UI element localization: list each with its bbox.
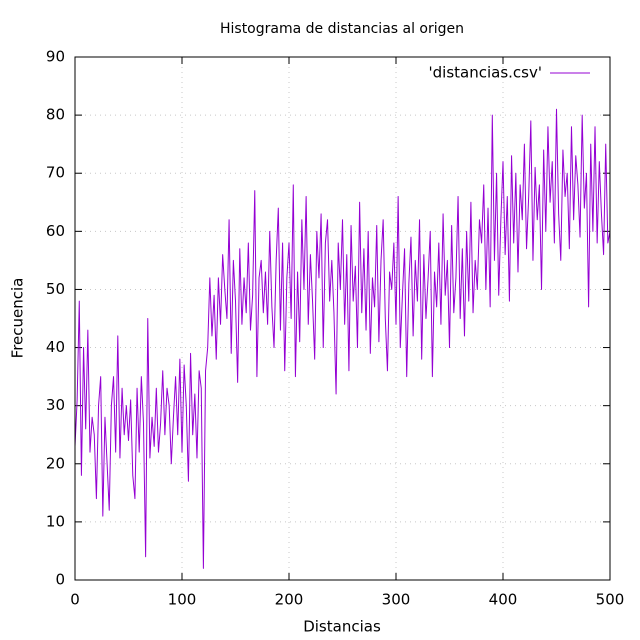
plot-frame <box>74 56 611 581</box>
y-tick-label: 70 <box>46 164 65 182</box>
x-tick-label: 500 <box>596 591 625 609</box>
y-tick-label: 20 <box>46 454 65 472</box>
x-axis-label: Distancias <box>303 618 381 636</box>
y-tick-label: 10 <box>46 512 65 530</box>
legend-label: 'distancias.csv' <box>429 64 542 82</box>
y-axis-label: Frecuencia <box>9 278 27 359</box>
y-tick-label: 50 <box>46 280 65 298</box>
y-tick-label: 0 <box>55 571 65 589</box>
y-tick-label: 30 <box>46 396 65 414</box>
y-tick-label: 80 <box>46 106 65 124</box>
x-tick-label: 100 <box>168 591 197 609</box>
y-tick-label: 90 <box>46 48 65 66</box>
x-tick-label: 400 <box>489 591 518 609</box>
x-tick-label: 300 <box>382 591 411 609</box>
y-tick-label: 40 <box>46 338 65 356</box>
chart-title: Histograma de distancias al origen <box>220 21 464 37</box>
y-tick-label: 60 <box>46 222 65 240</box>
x-tick-label: 200 <box>275 591 304 609</box>
x-tick-label: 0 <box>70 591 80 609</box>
data-line <box>74 108 611 569</box>
